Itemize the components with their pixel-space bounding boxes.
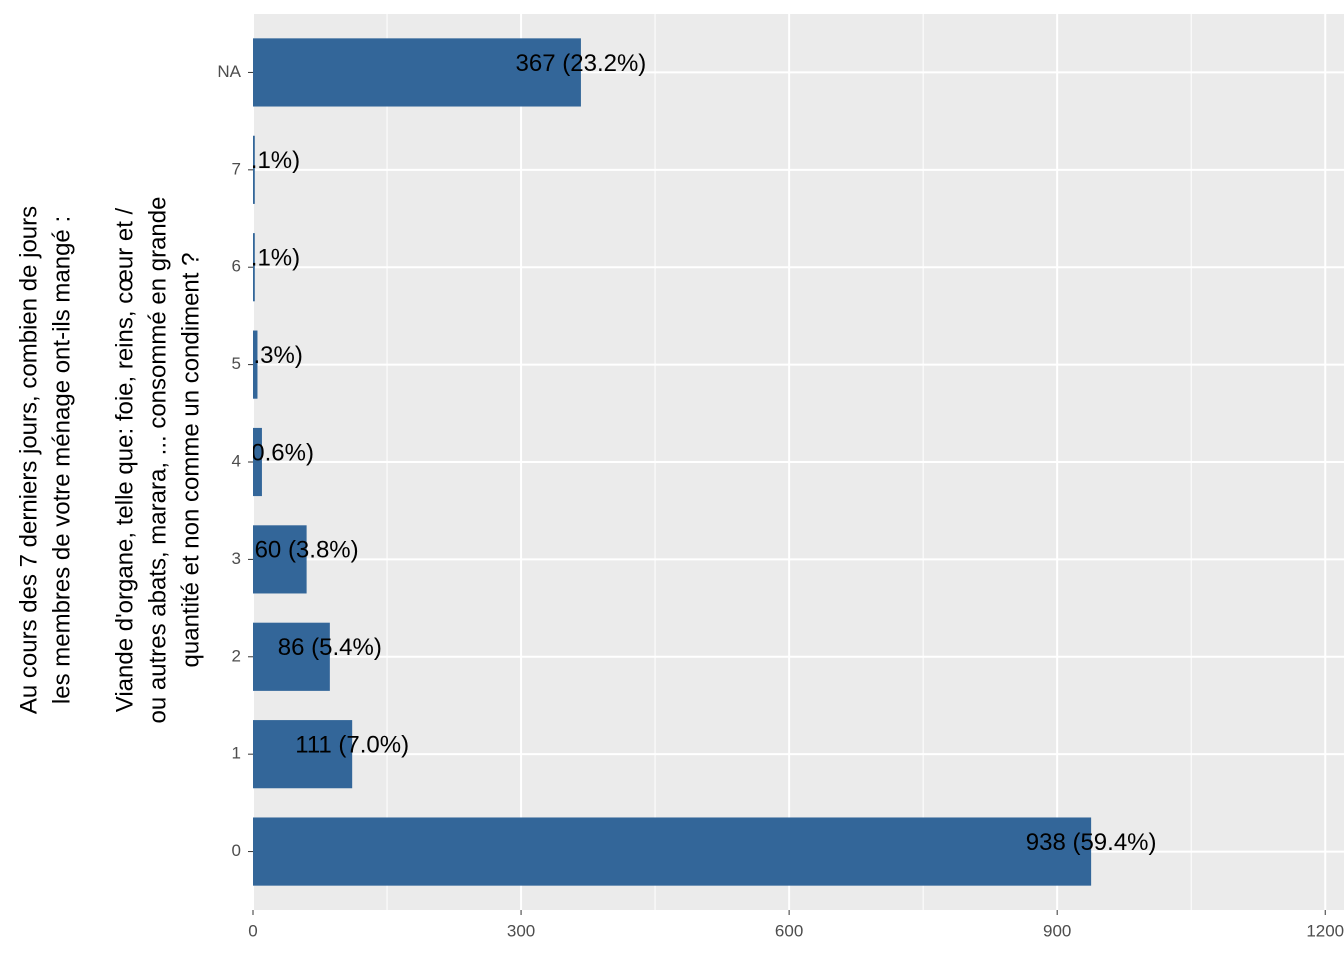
value-label: 60 (3.8%) [255, 537, 359, 564]
x-tick-label: 0 [248, 921, 257, 940]
bars: 938 (59.4%) 111 (7.0%) 86 (5.4%) 60 (3.8%) 1… [209, 38, 1157, 886]
bar [253, 330, 258, 399]
bar [253, 38, 581, 107]
axes: 0 300 600 900 1200 0 1 2 3 4 5 6 7 NA Au cours des 7 d… [15, 62, 1344, 941]
bar [253, 622, 330, 691]
value-label: 86 (5.4%) [278, 634, 382, 661]
y-axis-title: Au cours des 7 derniers jours, combien d… [15, 206, 42, 714]
x-tick-label: 300 [507, 921, 535, 940]
bar [253, 525, 307, 594]
y-tick-label: 0 [232, 841, 241, 860]
y-tick-label: 7 [232, 159, 241, 178]
y-tick-label: 6 [232, 257, 241, 276]
y-axis-title: ou autres abats, marara, ... consommé en… [144, 197, 171, 724]
bar [253, 233, 255, 302]
y-tick-label: 3 [232, 549, 241, 568]
value-label: 5 (0.3%) [212, 342, 303, 369]
bar [253, 135, 255, 204]
y-axis-title: les membres de votre ménage ont-ils mang… [48, 216, 75, 704]
x-tick-label: 1200 [1306, 921, 1344, 940]
bar [253, 817, 1092, 886]
y-axis-title: quantité et non comme un condiment ? [177, 253, 204, 668]
value-label: 2 (0.1%) [209, 245, 300, 272]
y-tick-label: 4 [232, 451, 241, 470]
value-label: 2 (0.1%) [209, 147, 300, 174]
y-tick-label: 2 [232, 646, 241, 665]
value-label: 10 (0.6%) [210, 439, 314, 466]
value-label: 367 (23.2%) [516, 50, 647, 77]
y-axis-title: Viande d'organe, telle que: foie, reins,… [111, 207, 138, 712]
value-label: 111 (7.0%) [295, 732, 409, 759]
y-tick-label: 1 [232, 744, 241, 763]
y-tick-label: NA [217, 62, 241, 81]
x-tick-label: 900 [1043, 921, 1071, 940]
y-tick-label: 5 [232, 354, 241, 373]
value-label: 938 (59.4%) [1026, 829, 1157, 856]
bar [253, 427, 262, 497]
bar [253, 720, 353, 789]
x-tick-label: 600 [775, 921, 803, 940]
